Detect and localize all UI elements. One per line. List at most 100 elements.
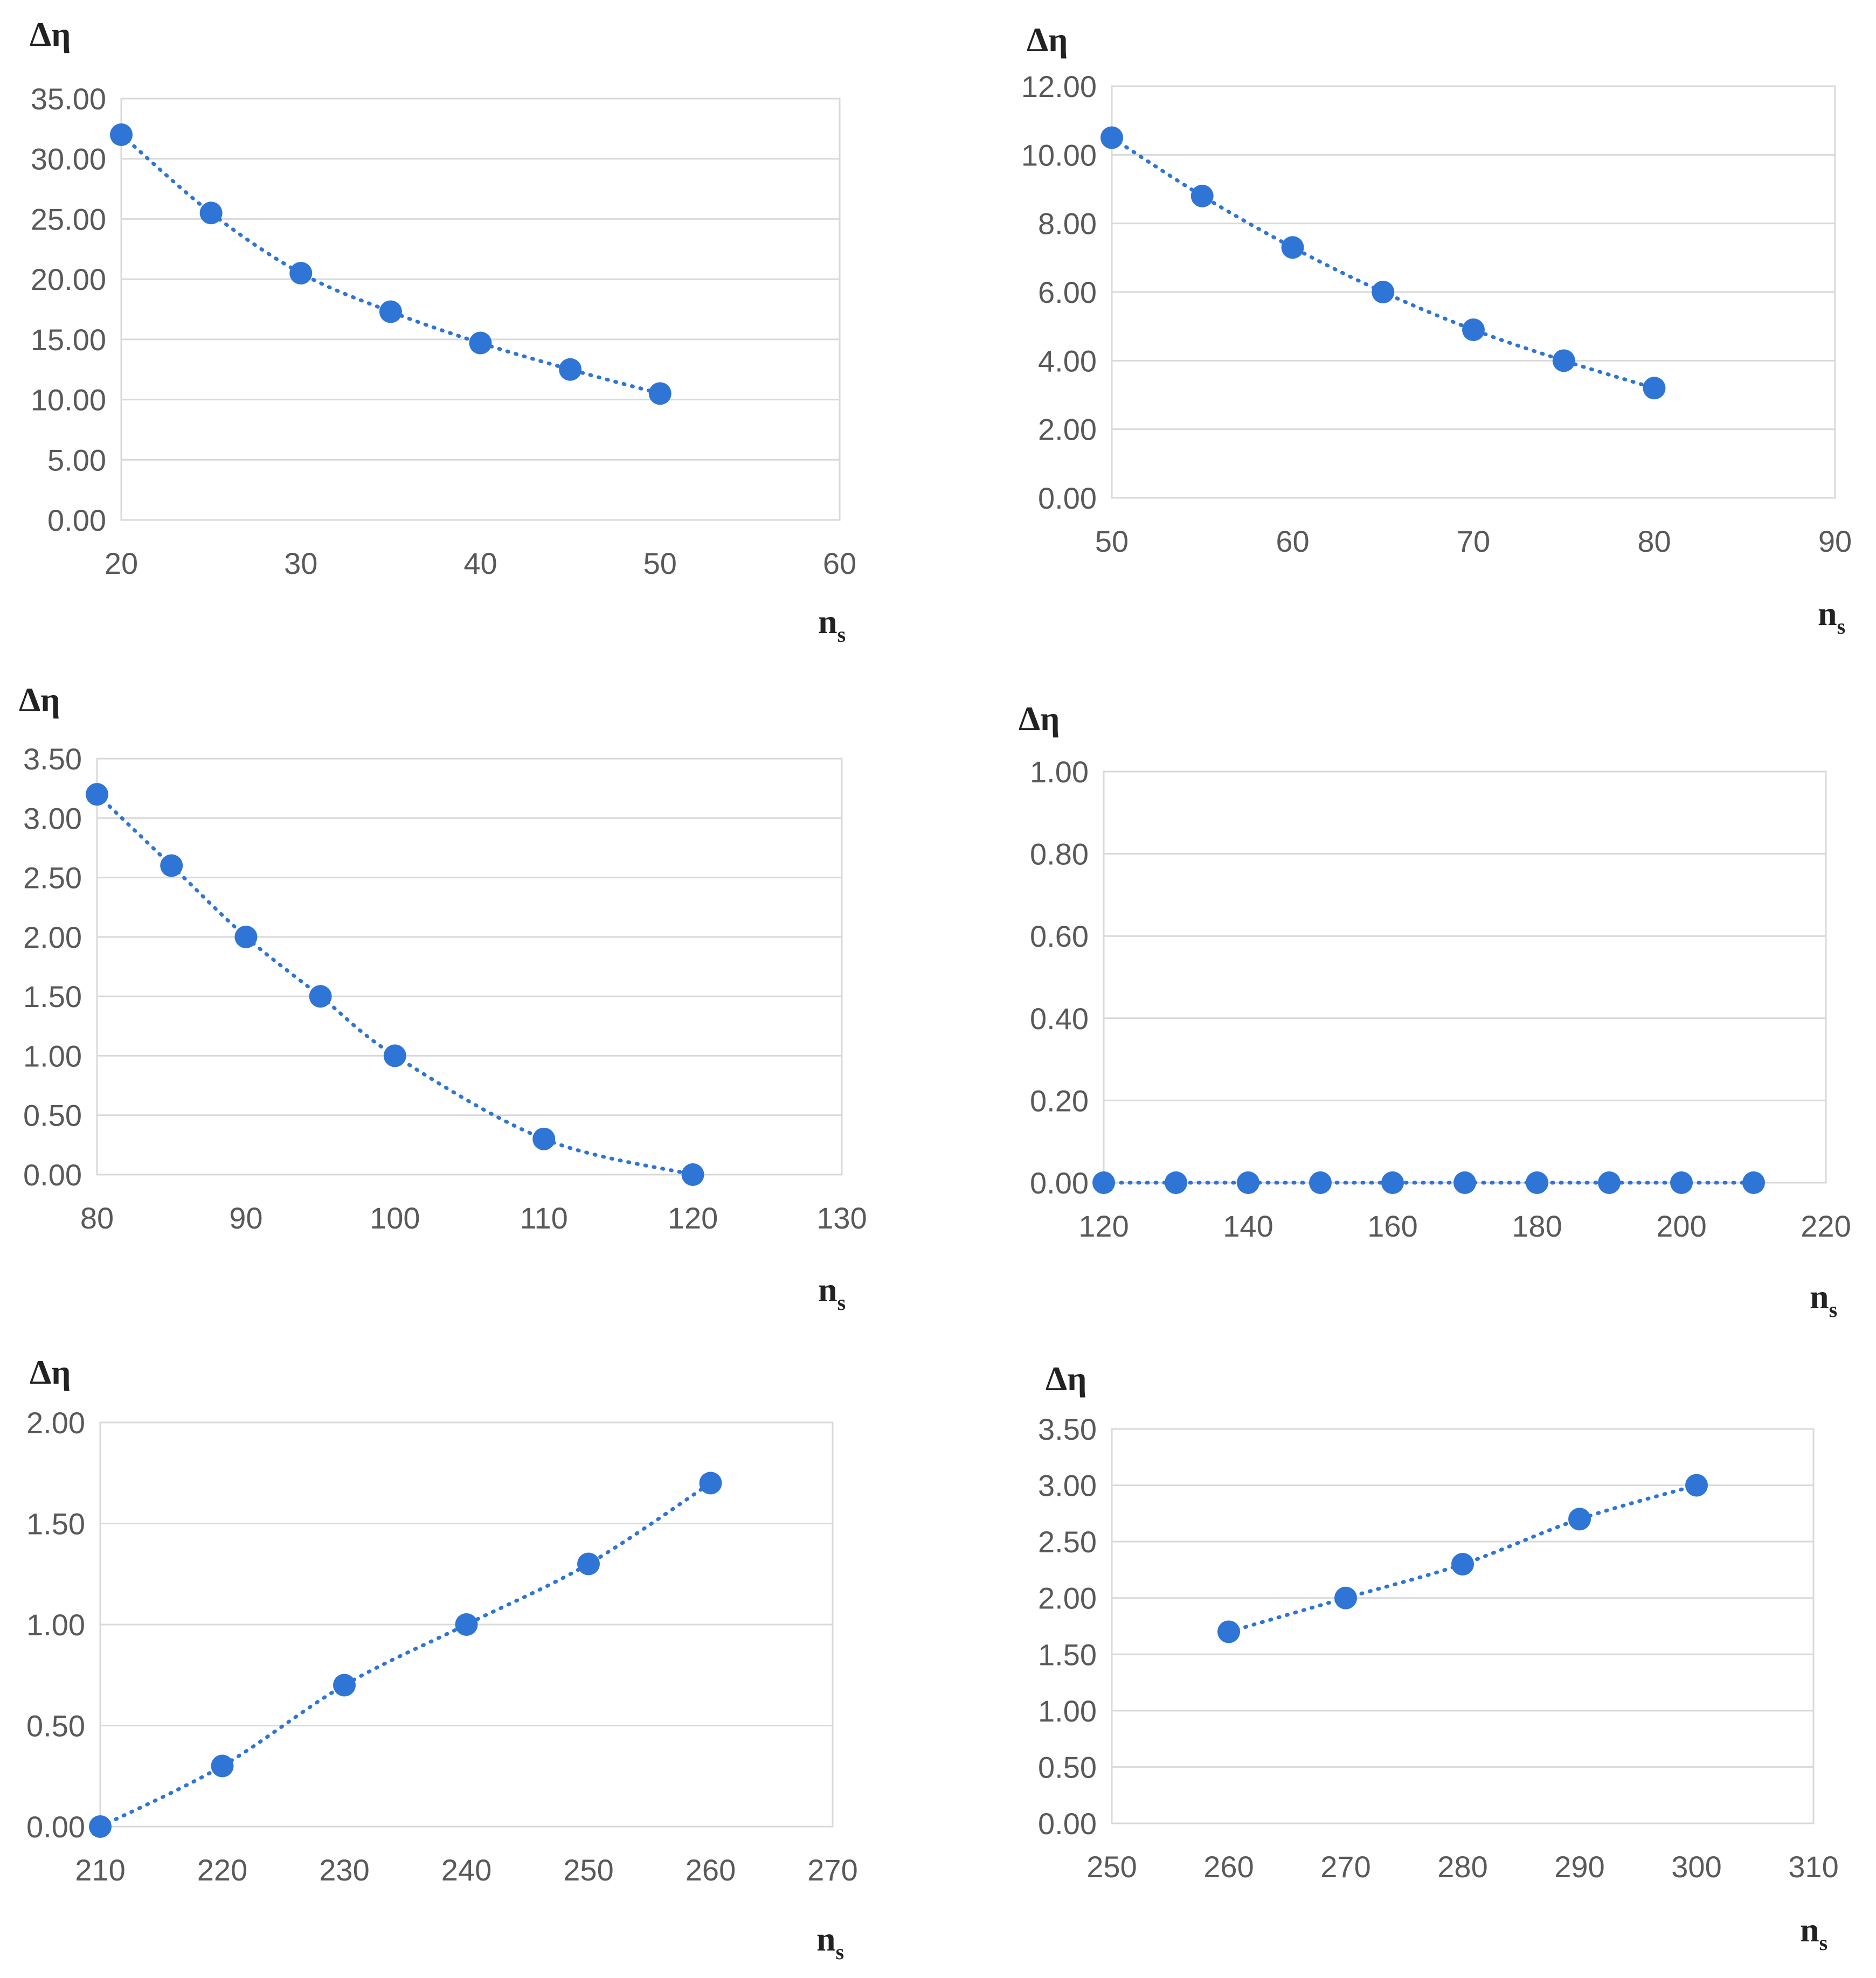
chart-5-xtick-label: 250 — [563, 1853, 613, 1887]
chart-4-point — [1453, 1171, 1476, 1194]
chart-3-plot-frame — [96, 758, 843, 1176]
chart-1-ylabel: Δη — [30, 15, 71, 53]
chart-4-point — [1309, 1171, 1332, 1194]
chart-6-point — [1217, 1620, 1240, 1643]
chart-2-ytick-label: 8.00 — [1038, 207, 1097, 241]
chart-5-xtick-label: 230 — [319, 1853, 369, 1887]
chart-1: 0.00 5.00 10.00 15.00 20.00 25.00 30.00 35.00 20… — [30, 15, 856, 647]
chart-3-ytick-label: 1.50 — [23, 980, 82, 1014]
chart-1-ytick-label: 10.00 — [31, 383, 106, 417]
chart-5-point — [89, 1815, 112, 1838]
chart-5: 0.00 0.50 1.00 1.50 2.00 210 220 230 240 250 260 27… — [26, 1353, 858, 1964]
chart-1-ytick-label: 0.00 — [47, 503, 106, 537]
chart-4-ytick-label: 0.80 — [1030, 837, 1089, 871]
chart-1-point — [199, 202, 223, 225]
chart-1-trendline — [119, 133, 662, 395]
chart-4-xtick-label: 200 — [1656, 1209, 1706, 1243]
chart-6-xtick-label: 300 — [1671, 1850, 1721, 1884]
chart-6-xtick-label: 270 — [1320, 1850, 1370, 1884]
chart-4-point — [1237, 1171, 1259, 1194]
chart-2-trendline — [1110, 136, 1656, 390]
chart-5-plot-frame — [99, 1421, 834, 1828]
chart-2-ytick-label: 10.00 — [1021, 138, 1097, 172]
chart-3-point — [160, 854, 183, 877]
chart-1-xtick-label: 30 — [284, 546, 317, 580]
chart-4-ylabel: Δη — [1019, 699, 1060, 738]
chart-2-point — [1372, 281, 1395, 303]
chart-3: 0.00 0.50 1.00 1.50 2.00 2.50 3.00 3.50 80 90 100 1… — [19, 681, 867, 1315]
chart-4-xlabel: ns — [1810, 1278, 1837, 1322]
chart-4-point — [1092, 1171, 1115, 1194]
chart-5-ytick-label: 1.00 — [26, 1608, 85, 1642]
chart-5-point — [333, 1674, 356, 1697]
chart-6-xtick-label: 250 — [1086, 1850, 1137, 1884]
chart-6: 0.00 0.50 1.00 1.50 2.00 2.50 3.00 3.50 250 260 27… — [1038, 1359, 1839, 1955]
chart-6-ytick-label: 2.00 — [1038, 1581, 1097, 1615]
chart-3-ytick-label: 0.00 — [23, 1158, 82, 1192]
chart-4-ytick-label: 0.20 — [1030, 1084, 1089, 1118]
chart-6-xtick-label: 290 — [1554, 1850, 1604, 1884]
chart-1-xlabel: ns — [818, 602, 846, 647]
chart-2-plot-frame — [1111, 85, 1836, 499]
chart-6-ytick-label: 0.50 — [1038, 1750, 1097, 1784]
chart-6-ytick-label: 3.00 — [1038, 1469, 1097, 1503]
chart-6-point — [1568, 1508, 1591, 1531]
chart-1-point — [559, 358, 582, 381]
chart-2-xtick-label: 50 — [1095, 524, 1129, 558]
chart-6-ytick-label: 2.50 — [1038, 1525, 1097, 1559]
chart-1-ytick-label: 35.00 — [31, 82, 106, 116]
chart-3-point — [86, 783, 108, 806]
chart-3-ytick-label: 3.50 — [23, 742, 82, 776]
chart-5-xtick-label: 210 — [75, 1853, 125, 1887]
chart-4-point — [1670, 1171, 1693, 1194]
chart-6-point — [1334, 1586, 1357, 1609]
chart-1-ytick-label: 25.00 — [31, 202, 106, 236]
chart-5-xtick-label: 270 — [807, 1853, 857, 1887]
chart-6-xtick-label: 310 — [1788, 1850, 1838, 1884]
chart-5-xtick-label: 220 — [197, 1853, 247, 1887]
chart-2-ytick-label: 4.00 — [1038, 344, 1097, 378]
chart-3-xtick-label: 100 — [370, 1201, 420, 1235]
chart-4-point — [1526, 1171, 1548, 1194]
chart-5-point — [211, 1754, 234, 1778]
chart-1-plot-frame — [120, 98, 841, 521]
chart-6-ylabel: Δη — [1046, 1359, 1086, 1398]
chart-3-point — [309, 985, 332, 1008]
chart-4-xtick-label: 180 — [1512, 1209, 1562, 1243]
chart-3-ytick-label: 1.00 — [23, 1039, 82, 1073]
chart-2-ytick-label: 0.00 — [1038, 481, 1097, 515]
chart-1-xtick-label: 20 — [105, 546, 138, 580]
chart-3-xtick-label: 110 — [520, 1201, 568, 1235]
chart-2-ytick-label: 2.00 — [1038, 413, 1097, 447]
chart-5-xlabel: ns — [816, 1920, 844, 1964]
chart-3-point — [234, 925, 258, 948]
chart-2-point — [1281, 236, 1304, 259]
chart-4-xtick-label: 160 — [1367, 1209, 1417, 1243]
chart-3-ytick-label: 3.00 — [23, 801, 82, 835]
chart-4-point — [1165, 1171, 1187, 1194]
chart-6-xlabel: ns — [1800, 1911, 1827, 1955]
chart-3-xlabel: ns — [818, 1271, 846, 1315]
chart-5-xtick-label: 240 — [441, 1853, 492, 1887]
chart-5-ytick-label: 0.00 — [26, 1810, 85, 1844]
chart-4: 0.00 0.20 0.40 0.60 0.80 1.00 120 140 160 180 200 2… — [1019, 699, 1851, 1322]
chart-3-ytick-label: 2.50 — [23, 861, 82, 895]
chart-1-ytick-label: 15.00 — [31, 323, 106, 357]
chart-2-ytick-label: 6.00 — [1038, 275, 1097, 309]
chart-4-ytick-label: 0.60 — [1030, 919, 1089, 953]
chart-3-point — [383, 1044, 406, 1067]
chart-4-plot-frame — [1103, 771, 1827, 1184]
chart-3-xtick-label: 90 — [229, 1201, 262, 1235]
chart-5-trendline — [98, 1481, 712, 1829]
chart-3-point — [532, 1127, 556, 1150]
chart-2: 0.00 2.00 4.00 6.00 8.00 10.00 12.00 50 60 70 80 90… — [1021, 20, 1852, 638]
chart-2-xlabel: ns — [1818, 594, 1845, 638]
chart-1-ytick-label: 30.00 — [31, 142, 106, 176]
chart-1-point — [110, 123, 133, 147]
chart-1-xtick-label: 40 — [463, 546, 497, 580]
chart-2-point — [1100, 126, 1123, 149]
chart-5-point — [699, 1472, 722, 1495]
chart-2-xtick-label: 70 — [1457, 524, 1490, 558]
chart-4-ytick-label: 1.00 — [1030, 755, 1089, 789]
